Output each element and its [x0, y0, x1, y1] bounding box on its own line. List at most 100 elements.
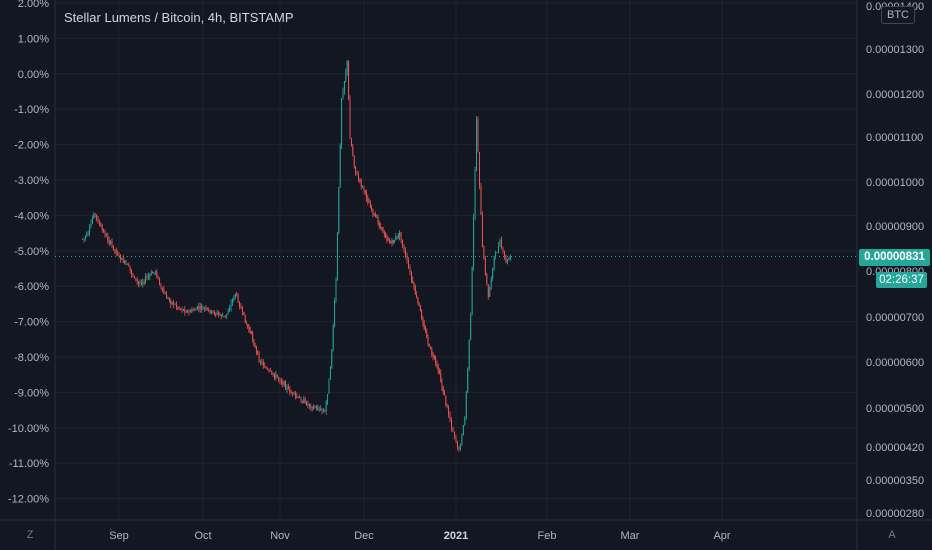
- candle-body: [299, 396, 301, 399]
- candle-body: [146, 276, 148, 278]
- candle-body: [112, 245, 114, 250]
- candle-body: [205, 307, 207, 309]
- candle-body: [317, 407, 319, 411]
- candle-body: [377, 217, 379, 222]
- candle-body: [126, 264, 128, 265]
- auto-scale-button[interactable]: A: [888, 529, 896, 541]
- candle-body: [198, 306, 200, 309]
- candle-body: [253, 339, 255, 346]
- candle-body: [314, 406, 316, 408]
- candle-body: [445, 395, 447, 405]
- candle-body: [118, 254, 120, 256]
- candle-body: [424, 329, 426, 332]
- candle-body: [315, 407, 317, 409]
- candle-body: [105, 235, 107, 237]
- candle-body: [163, 289, 165, 294]
- candle-body: [454, 432, 456, 439]
- candle-body: [408, 260, 410, 269]
- candle-body: [409, 268, 411, 273]
- x-axis-tick-label: Mar: [621, 530, 640, 542]
- left-axis-tick-label: 1.00%: [18, 33, 49, 45]
- candle-body: [471, 266, 473, 315]
- zoom-toggle-button[interactable]: Z: [26, 529, 34, 541]
- candle-body: [206, 307, 208, 310]
- candle-body: [185, 311, 187, 313]
- candle-body: [84, 236, 86, 238]
- candle-body: [433, 356, 435, 359]
- candle-body: [390, 241, 392, 244]
- candle-body: [380, 226, 382, 228]
- candle-body: [153, 272, 155, 274]
- right-axis-tick-label: 0.00000350: [866, 475, 924, 487]
- candle-body: [489, 287, 491, 297]
- x-axis-tick-label: Sep: [109, 530, 129, 542]
- candle-body: [311, 406, 313, 409]
- candle-body: [208, 309, 210, 311]
- candle-body: [110, 241, 112, 244]
- candle-body: [331, 349, 333, 368]
- candle-body: [255, 346, 257, 352]
- candle-body: [363, 186, 365, 192]
- candle-body: [187, 310, 189, 313]
- x-axis-tick-label: Oct: [194, 530, 211, 542]
- candle-body: [196, 306, 198, 310]
- candle-body: [455, 438, 457, 442]
- candle-body: [327, 393, 329, 402]
- candle-body: [111, 241, 113, 246]
- chart-title: Stellar Lumens / Bitcoin, 4h, BITSTAMP: [64, 10, 294, 25]
- candle-body: [243, 311, 245, 315]
- candle-body: [292, 392, 294, 394]
- candle-body: [219, 313, 221, 315]
- candle-body: [438, 371, 440, 374]
- candle-body: [104, 231, 106, 237]
- candle-body: [444, 392, 446, 396]
- candle-body: [240, 306, 242, 309]
- left-axis-tick-label: -5.00%: [14, 246, 49, 258]
- right-axis-tick-label: 0.00000500: [866, 403, 924, 415]
- candle-body: [83, 237, 85, 240]
- candle-body: [410, 272, 412, 280]
- candle-body: [220, 314, 222, 317]
- candle-body: [278, 377, 280, 380]
- right-axis-tick-label: 0.00001100: [866, 132, 923, 144]
- candle-body: [233, 297, 235, 300]
- candle-body: [167, 298, 169, 299]
- candle-body: [97, 217, 99, 223]
- candle-body: [301, 401, 303, 404]
- candle-body: [360, 179, 362, 187]
- x-axis-tick-label: 2021: [444, 530, 468, 542]
- candle-body: [397, 236, 399, 237]
- candle-body: [269, 370, 271, 372]
- candle-body: [416, 294, 418, 298]
- candle-body: [341, 99, 343, 146]
- candle-body: [509, 255, 511, 260]
- candle-body: [261, 361, 263, 363]
- left-axis-tick-label: -10.00%: [8, 423, 49, 435]
- candle-body: [405, 250, 407, 256]
- candle-body: [143, 281, 145, 283]
- candle-body: [254, 345, 256, 347]
- candle-body: [483, 247, 485, 259]
- candle-body: [138, 281, 140, 284]
- candle-body: [431, 348, 433, 356]
- candle-body: [368, 202, 370, 204]
- candle-body: [448, 407, 450, 415]
- candle-body: [419, 306, 421, 312]
- candle-body: [140, 283, 142, 284]
- candle-body: [213, 311, 215, 314]
- candle-body: [462, 425, 464, 436]
- candle-body: [427, 336, 429, 345]
- candle-body: [201, 305, 203, 310]
- currency-badge[interactable]: BTC: [881, 6, 915, 24]
- candle-body: [437, 365, 439, 372]
- candle-body: [287, 386, 289, 390]
- candle-body: [324, 411, 326, 412]
- candle-body: [505, 256, 507, 263]
- candle-body: [259, 361, 261, 363]
- candle-body: [90, 223, 92, 228]
- candle-body: [436, 362, 438, 366]
- candle-body: [216, 312, 218, 315]
- left-axis-tick-label: -12.00%: [8, 494, 49, 506]
